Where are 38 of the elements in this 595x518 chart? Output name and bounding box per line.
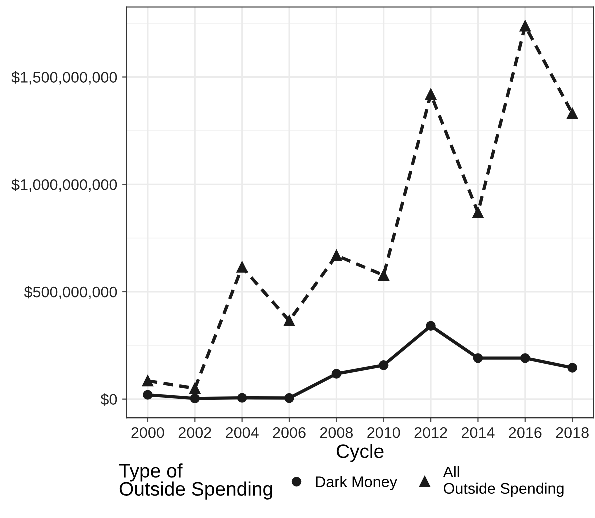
y-tick-label: $1,000,000,000 bbox=[12, 178, 118, 192]
point bbox=[237, 393, 248, 403]
legend-title: Type of Outside Spending bbox=[119, 464, 272, 500]
legend-label: All Outside Spending bbox=[443, 466, 564, 498]
point bbox=[520, 20, 531, 32]
point bbox=[143, 390, 153, 400]
x-tick-label: 2012 bbox=[414, 427, 448, 438]
y-tick-label: $1,500,000,000 bbox=[12, 71, 118, 85]
y-tick-label: $0 bbox=[100, 394, 118, 406]
point bbox=[567, 108, 578, 120]
point bbox=[378, 270, 390, 282]
x-tick-label: 2000 bbox=[132, 427, 164, 438]
point bbox=[425, 88, 437, 100]
point bbox=[379, 360, 389, 370]
x-tick-label: 2018 bbox=[556, 427, 589, 438]
point bbox=[568, 363, 578, 373]
y-tick-label: $500,000,000 bbox=[24, 286, 118, 300]
point bbox=[190, 394, 200, 404]
point bbox=[332, 369, 342, 379]
point bbox=[426, 321, 436, 331]
x-tick-label: 2010 bbox=[368, 427, 400, 438]
point bbox=[236, 262, 248, 273]
point bbox=[284, 315, 296, 327]
x-axis-title: Cycle bbox=[336, 444, 384, 462]
point bbox=[473, 353, 484, 364]
point bbox=[190, 383, 201, 394]
x-tick-label: 2006 bbox=[273, 427, 306, 438]
x-tick-label: 2002 bbox=[178, 427, 212, 438]
legend-label: Dark Money bbox=[316, 476, 398, 490]
point bbox=[284, 393, 294, 404]
x-tick-label: 2004 bbox=[226, 427, 259, 438]
point bbox=[520, 353, 530, 364]
point bbox=[331, 250, 342, 262]
point bbox=[142, 376, 154, 387]
x-tick-label: 2008 bbox=[320, 427, 354, 438]
x-tick-label: 2014 bbox=[462, 427, 495, 438]
x-tick-label: 2016 bbox=[509, 427, 542, 438]
point bbox=[472, 207, 484, 218]
